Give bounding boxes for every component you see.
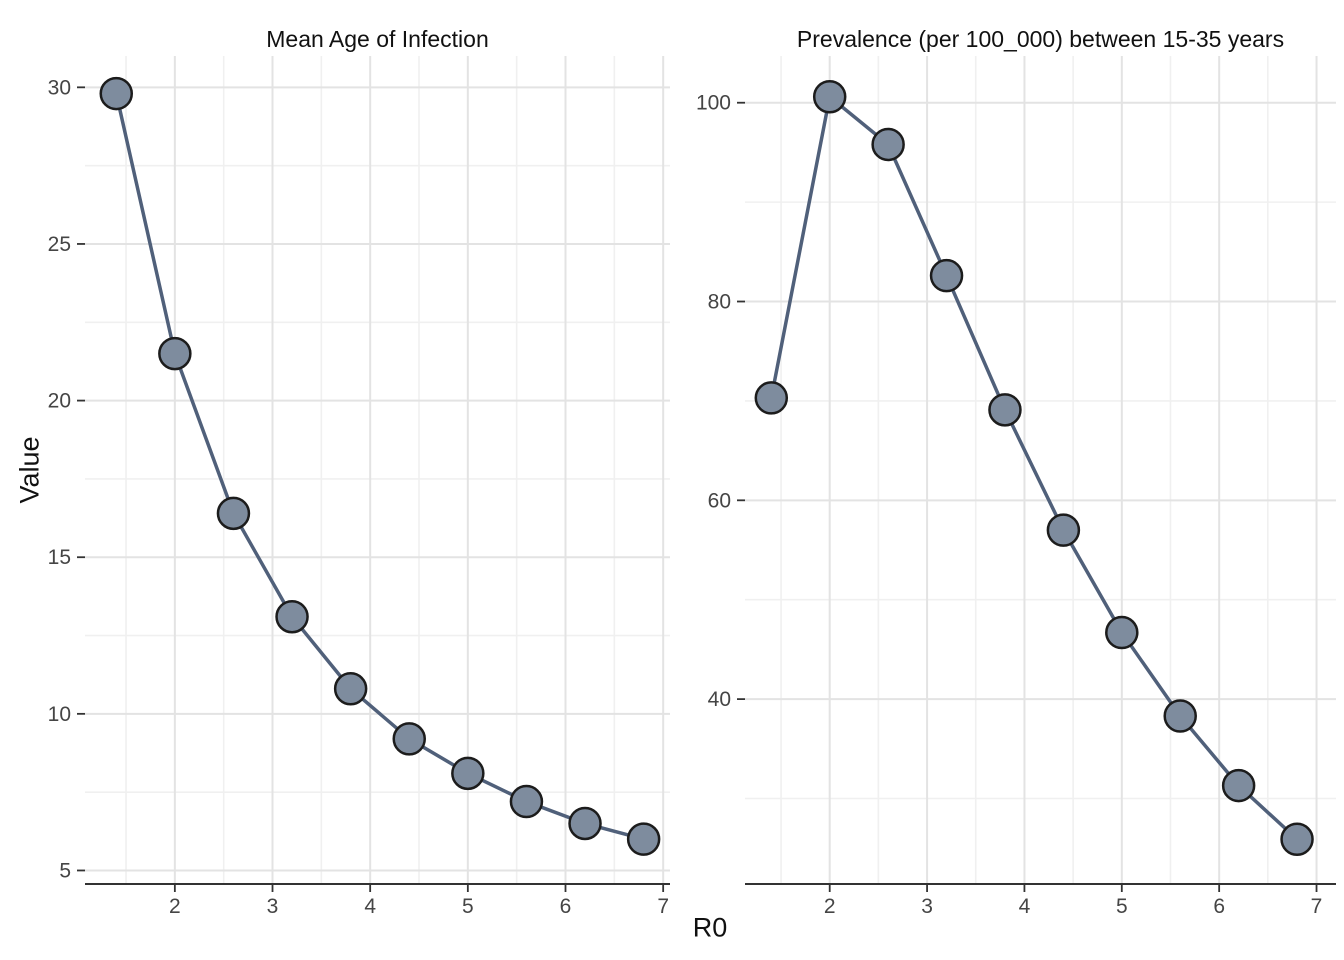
x-tick-label: 6 [560, 895, 572, 918]
data-point [99, 76, 134, 111]
y-tick-label: 20 [48, 390, 71, 413]
series-line [114, 91, 646, 841]
data-point [333, 672, 368, 706]
x-tick-label: 7 [1311, 895, 1323, 918]
data-point [509, 784, 544, 819]
x-tick-label: 3 [921, 895, 933, 918]
data-point [392, 722, 426, 756]
data-point [1280, 822, 1314, 857]
x-tick-label: 5 [462, 895, 474, 918]
data-point [871, 127, 905, 162]
data-point [812, 80, 847, 114]
x-tick-label: 2 [169, 895, 181, 918]
data-point [1163, 699, 1197, 733]
data-point [451, 756, 485, 791]
panel-title-left: Mean Age of Infection [266, 26, 489, 52]
y-tick-label: 5 [59, 859, 71, 882]
data-point [1221, 768, 1256, 803]
x-tick-label: 7 [657, 895, 669, 918]
series-line [769, 95, 1299, 842]
y-tick-label: 100 [696, 92, 731, 115]
y-tick-label: 25 [48, 233, 71, 256]
data-point [216, 496, 251, 531]
y-tick-label: 30 [48, 76, 71, 99]
y-tick-label: 40 [708, 688, 731, 711]
x-tick-label: 6 [1213, 895, 1225, 918]
data-point [929, 258, 964, 293]
y-tick-label: 80 [708, 291, 731, 314]
data-point [626, 822, 661, 856]
data-point [275, 599, 309, 634]
data-point [568, 806, 602, 841]
x-tick-label: 4 [364, 895, 376, 918]
y-tick-label: 15 [48, 546, 71, 569]
x-tick-label: 2 [824, 895, 836, 918]
data-point [1046, 513, 1081, 547]
data-point [754, 381, 789, 415]
data-point [1105, 615, 1139, 650]
x-tick-label: 3 [267, 895, 279, 918]
x-axis-title: R0 [692, 912, 728, 943]
panel-title-right: Prevalence (per 100_000) between 15-35 y… [796, 26, 1285, 52]
y-tick-label: 60 [708, 489, 731, 512]
x-tick-label: 4 [1019, 895, 1031, 918]
y-tick-label: 10 [48, 703, 71, 726]
y-axis-title: Value [14, 436, 45, 504]
data-point [158, 336, 192, 371]
x-tick-label: 5 [1116, 895, 1128, 918]
data-point [988, 393, 1022, 427]
